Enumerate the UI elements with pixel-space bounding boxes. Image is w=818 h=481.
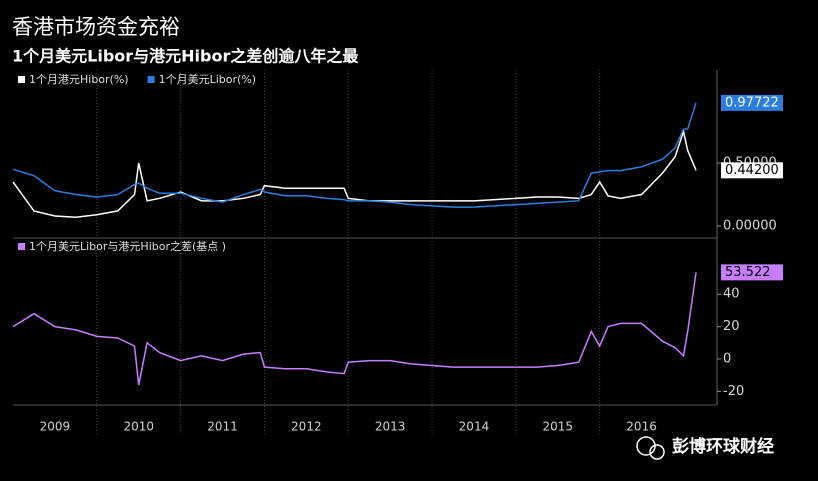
data-line — [12, 102, 697, 208]
y-tick-label: 0 — [723, 352, 731, 367]
data-line — [12, 272, 697, 386]
data-line — [12, 128, 697, 218]
watermark-icon — [649, 444, 665, 460]
value-label: 53.522 — [725, 265, 771, 280]
value-label-box — [721, 94, 783, 111]
watermark: 彭博环球财经 — [636, 436, 774, 460]
x-tick-label: 2012 — [291, 420, 322, 434]
y-tick-label: 0.00000 — [723, 219, 777, 234]
legend-swatch — [147, 76, 155, 83]
chart-title: 香港市场资金充裕 — [12, 15, 180, 39]
x-tick-label: 2009 — [40, 420, 71, 434]
value-label: 0.44200 — [725, 163, 779, 178]
x-tick-label: 2016 — [626, 420, 657, 434]
legend-label: 1个月美元Libor与港元Hibor之差(基点 ) — [29, 239, 226, 253]
legend-swatch — [18, 243, 25, 250]
y-tick-label: 40 — [723, 287, 740, 302]
watermark-text: 彭博环球财经 — [672, 436, 774, 457]
value-label: 0.97722 — [725, 95, 779, 110]
chart-subtitle: 1个月美元Libor与港元Hibor之差创逾八年之最 — [12, 47, 359, 66]
legend-label: 1个月美元Libor(%) — [159, 73, 256, 86]
x-tick-label: 2014 — [459, 420, 490, 434]
x-tick-label: 2013 — [375, 420, 406, 434]
y-tick-label: -20 — [723, 384, 744, 399]
legend-swatch — [18, 76, 25, 83]
x-tick-label: 2011 — [207, 420, 238, 434]
legend-label: 1个月港元Hibor(%) — [29, 73, 129, 86]
x-tick-label: 2015 — [542, 420, 573, 434]
y-tick-label: 20 — [723, 319, 740, 334]
x-tick-label: 2010 — [123, 420, 154, 434]
value-label-box — [721, 162, 783, 179]
value-label-box — [721, 264, 783, 281]
